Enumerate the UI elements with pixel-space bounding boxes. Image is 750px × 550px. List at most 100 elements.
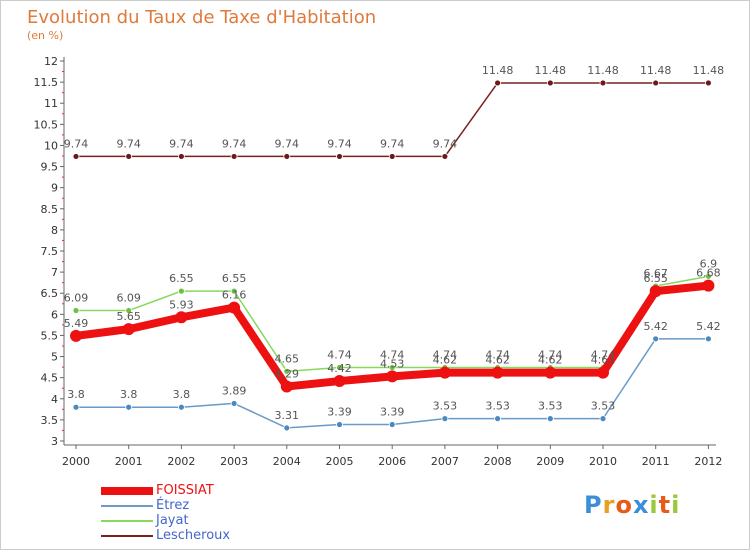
x-tick-label: 2006 [378, 455, 406, 468]
data-point--trez [388, 421, 396, 428]
data-label-foissiat: 5.65 [116, 310, 141, 323]
data-point-foissiat [122, 323, 135, 336]
data-label-lescheroux: 9.74 [222, 137, 247, 150]
x-tick-label: 2009 [536, 455, 564, 468]
data-point--trez [599, 415, 607, 423]
data-point-foissiat [597, 366, 609, 379]
legend-item-jayat: Jayat [101, 514, 301, 528]
data-point-jayat [336, 364, 343, 371]
data-point-lescheroux [705, 79, 712, 87]
data-point-lescheroux [283, 153, 291, 160]
data-point-foissiat [280, 380, 293, 393]
data-label-foissiat: 4.29 [275, 368, 300, 381]
data-label--trez: 3.53 [538, 400, 563, 413]
x-tick-label: 2010 [589, 455, 617, 468]
data-point-lescheroux [177, 153, 185, 160]
data-label-lescheroux: 11.48 [587, 64, 619, 77]
data-point-foissiat [386, 370, 399, 383]
data-label--trez: 3.53 [591, 400, 616, 413]
data-label-lescheroux: 9.74 [433, 137, 458, 150]
data-point--trez [705, 335, 712, 343]
data-point-lescheroux [230, 153, 238, 160]
data-label-foissiat: 4.62 [591, 354, 616, 367]
data-point-foissiat [649, 285, 662, 298]
data-point--trez [72, 403, 80, 411]
data-label-jayat: 4.74 [327, 349, 352, 362]
y-tick-label: 3.5 [41, 414, 59, 427]
data-point-jayat [125, 307, 133, 314]
data-point--trez [652, 335, 660, 343]
y-tick-label: 6 [51, 308, 58, 321]
data-point-jayat [230, 287, 238, 295]
logo-letter: i [671, 491, 681, 519]
legend-item-lescheroux: Lescheroux [101, 529, 301, 543]
data-label--trez: 3.8 [173, 388, 191, 401]
data-label--trez: 5.42 [643, 320, 668, 333]
data-point--trez [230, 400, 238, 407]
y-tick-label: 4.5 [41, 372, 59, 385]
data-label--trez: 3.53 [433, 400, 458, 413]
legend-item--trez: Étrez [101, 499, 301, 513]
data-point-foissiat [491, 366, 504, 379]
data-label-lescheroux: 9.74 [380, 137, 405, 150]
data-point-lescheroux [494, 79, 502, 87]
data-label--trez: 5.42 [696, 320, 721, 333]
data-label-jayat: 6.55 [169, 272, 194, 285]
x-tick-label: 2002 [167, 455, 195, 468]
logo-letter: t [658, 491, 672, 519]
y-tick-label: 8 [51, 224, 58, 237]
x-tick-label: 2012 [694, 455, 722, 468]
x-tick-label: 2000 [62, 455, 90, 468]
data-label-jayat: 4.74 [380, 349, 405, 362]
data-label-foissiat: 6.55 [643, 272, 668, 285]
data-label-foissiat: 5.49 [64, 317, 89, 330]
y-tick-label: 10.5 [34, 118, 59, 131]
data-label-lescheroux: 9.74 [64, 137, 89, 150]
data-point-foissiat [70, 329, 82, 342]
x-tick-label: 2007 [431, 455, 459, 468]
y-tick-label: 4 [51, 393, 58, 406]
data-point-lescheroux [336, 153, 343, 160]
data-label-jayat: 6.67 [643, 267, 668, 280]
y-tick-label: 10 [44, 139, 58, 152]
chart-lines [70, 79, 715, 432]
data-label-lescheroux: 9.74 [327, 137, 352, 150]
x-tick-label: 2004 [273, 455, 301, 468]
data-point-lescheroux [652, 79, 660, 87]
y-tick-label: 3 [51, 435, 58, 448]
data-point-foissiat [333, 375, 346, 388]
data-point-jayat [177, 287, 185, 295]
data-point-foissiat [175, 311, 188, 324]
data-label-foissiat: 4.62 [538, 354, 563, 367]
x-tick-label: 2008 [484, 455, 512, 468]
x-tick-label: 2011 [642, 455, 670, 468]
data-label-foissiat: 6.68 [696, 267, 721, 280]
data-label-lescheroux: 9.74 [275, 137, 300, 150]
data-label-foissiat: 6.16 [222, 289, 247, 302]
data-label-jayat: 4.74 [538, 349, 563, 362]
y-tick-label: 8.5 [41, 203, 59, 216]
data-label--trez: 3.39 [380, 406, 405, 419]
data-label--trez: 3.39 [327, 406, 352, 419]
data-point--trez [494, 415, 502, 423]
data-point--trez [283, 424, 291, 432]
data-point-jayat [72, 307, 80, 314]
legend-swatch--trez [101, 505, 153, 507]
legend-label-lescheroux: Lescheroux [156, 528, 231, 543]
data-point-lescheroux [388, 153, 396, 160]
data-label-lescheroux: 11.48 [640, 64, 672, 77]
x-tick-label: 2003 [220, 455, 248, 468]
legend-swatch-foissiat [101, 487, 153, 495]
y-tick-label: 6.5 [41, 287, 59, 300]
legend-label-jayat: Jayat [156, 513, 189, 528]
data-label-lescheroux: 11.48 [482, 64, 514, 77]
data-point--trez [441, 415, 449, 423]
data-label-jayat: 4.74 [433, 349, 458, 362]
y-tick-label: 9 [51, 182, 58, 195]
legend-swatch-lescheroux [101, 535, 153, 537]
data-label--trez: 3.89 [222, 384, 247, 397]
y-tick-label: 7.5 [41, 245, 59, 258]
y-tick-label: 5.5 [41, 329, 59, 342]
